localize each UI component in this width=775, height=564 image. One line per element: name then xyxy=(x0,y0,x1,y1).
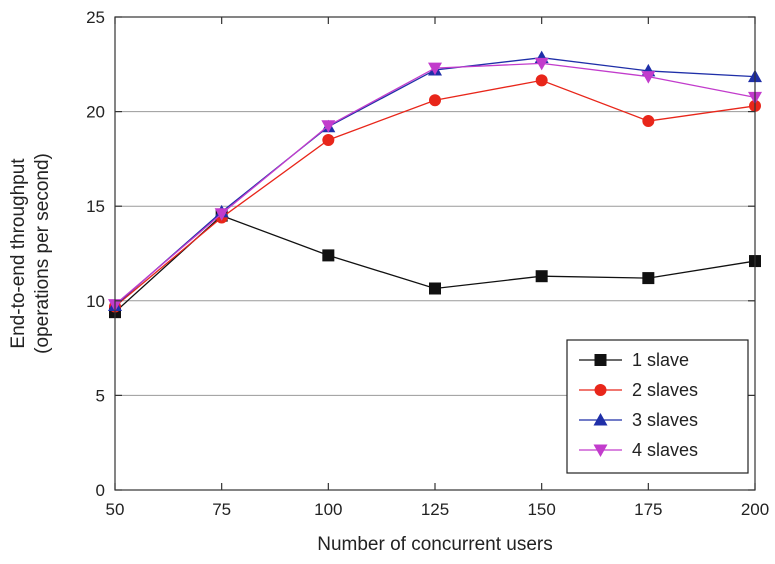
ticks-layer: 0 5 10 15 20 25 50 75 100 125 150 175 200 xyxy=(86,8,769,519)
y-tick-label-10: 10 xyxy=(86,292,105,311)
x-tick-label-75: 75 xyxy=(212,500,231,519)
series-line-1 xyxy=(114,214,756,313)
data-point-s4-x75 xyxy=(214,208,229,221)
data-point-s2-x175 xyxy=(642,115,655,128)
series-4 xyxy=(108,57,762,312)
y-axis-title-line-2: (operations per second) xyxy=(32,153,53,354)
legend-label-4: 4 slaves xyxy=(632,440,698,460)
data-point-s1-x100 xyxy=(322,249,335,262)
data-point-s2-x150 xyxy=(535,74,548,87)
x-axis-title: Number of concurrent users xyxy=(317,534,553,555)
legend-item-1: 1 slave xyxy=(579,350,689,370)
legend-marker-2 xyxy=(594,384,607,396)
series-3 xyxy=(108,50,762,312)
legend-marker-3 xyxy=(593,413,608,426)
y-tick-label-0: 0 xyxy=(96,481,105,500)
y-tick-label-5: 5 xyxy=(96,386,105,405)
y-axis-title-line-1: End-to-end throughput xyxy=(8,158,29,349)
data-point-s4-x100 xyxy=(321,120,336,133)
legend-marker-4 xyxy=(593,444,608,457)
data-point-s4-x175 xyxy=(641,71,656,84)
data-point-s1-x125 xyxy=(429,282,441,295)
legend: 1 slave 2 slaves 3 slaves 4 slaves xyxy=(566,339,749,474)
data-point-s2-x100 xyxy=(322,133,335,146)
x-tick-label-200: 200 xyxy=(741,500,769,519)
legend-label-2: 2 slaves xyxy=(632,380,698,400)
data-point-s4-x150 xyxy=(534,57,549,71)
x-tick-label-175: 175 xyxy=(634,500,662,519)
x-tick-label-125: 125 xyxy=(421,500,449,519)
x-tick-label-50: 50 xyxy=(106,500,125,519)
series-line-2 xyxy=(114,79,756,307)
y-tick-label-25: 25 xyxy=(86,8,105,27)
legend-item-4: 4 slaves xyxy=(579,440,698,460)
legend-marker-1 xyxy=(594,354,607,366)
legend-label-1: 1 slave xyxy=(632,350,689,370)
x-tick-label-150: 150 xyxy=(527,500,555,519)
legend-item-3: 3 slaves xyxy=(579,410,698,430)
y-tick-label-20: 20 xyxy=(86,103,105,122)
data-point-s4-x125 xyxy=(428,62,442,76)
data-point-s1-x150 xyxy=(535,270,548,283)
data-point-s2-x125 xyxy=(429,94,441,107)
series-layer xyxy=(108,50,762,319)
legend-label-3: 3 slaves xyxy=(632,410,698,430)
legend-item-2: 2 slaves xyxy=(579,380,698,400)
y-tick-label-15: 15 xyxy=(86,197,105,216)
data-point-s1-x175 xyxy=(642,272,655,285)
x-tick-label-100: 100 xyxy=(314,500,342,519)
series-2 xyxy=(109,74,761,313)
y-axis-title: End-to-end throughput (operations per se… xyxy=(8,153,53,354)
